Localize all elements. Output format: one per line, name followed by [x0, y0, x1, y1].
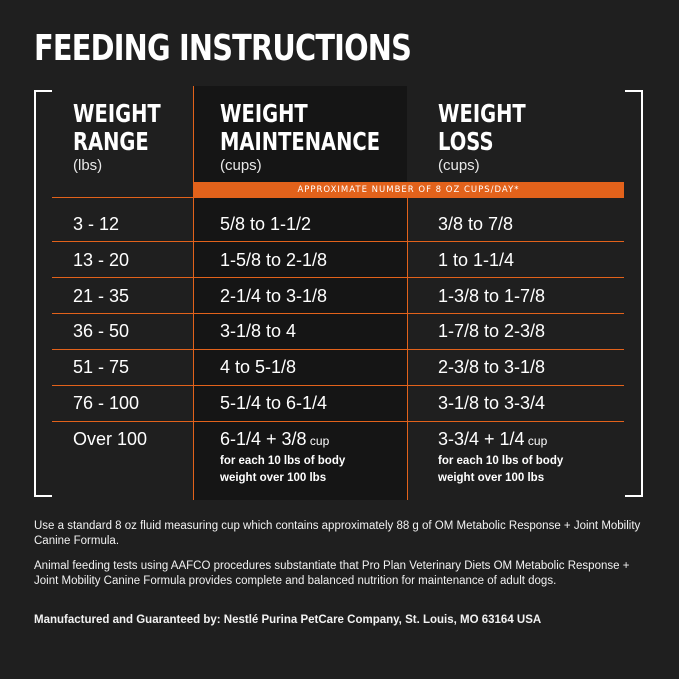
header-line2: MAINTENANCE [220, 127, 381, 156]
row-divider [52, 349, 624, 350]
range-cell: 36 - 50 [73, 321, 130, 341]
range-cell: Over 100 [73, 429, 148, 449]
maintenance-cell: 2-1/4 to 3-1/8 [220, 286, 328, 306]
maintenance-cell: 3-1/8 to 4 [220, 321, 297, 341]
right-bracket [625, 90, 643, 497]
footer-aafco-statement: Animal feeding tests using AAFCO procedu… [34, 560, 630, 587]
maintenance-cell: 5/8 to 1-1/2 [220, 214, 312, 234]
loss-cell: 1 to 1-1/4 [438, 250, 515, 270]
loss-amount: 3-3/4 + 1/4 [438, 429, 525, 449]
header-line1: WEIGHT [438, 99, 526, 128]
range-cell: 13 - 20 [73, 250, 130, 270]
header-weight-maintenance: WEIGHT MAINTENANCE (cups) [220, 100, 425, 175]
cups-per-day-band: APPROXIMATE NUMBER OF 8 OZ CUPS/DAY* [193, 182, 624, 198]
row-divider [52, 277, 624, 278]
maintenance-cell: 6-1/4 + 3/8 cup [220, 428, 329, 452]
column-divider [407, 182, 408, 500]
maintenance-cell: 4 to 5-1/8 [220, 357, 297, 377]
maintenance-unit: cup [306, 434, 330, 448]
left-bracket [34, 90, 52, 497]
header-line1: WEIGHT [73, 99, 161, 128]
header-weight-range: WEIGHT RANGE (lbs) [73, 100, 185, 175]
header-unit: (cups) [438, 157, 480, 174]
footer-manufacturer: Manufactured and Guaranteed by: Nestlé P… [34, 614, 542, 626]
row-divider [52, 421, 624, 422]
loss-note: for each 10 lbs of body [438, 455, 564, 467]
loss-note: weight over 100 lbs [438, 472, 545, 484]
range-cell: 3 - 12 [73, 214, 120, 234]
range-cell: 76 - 100 [73, 393, 140, 413]
header-unit: (cups) [220, 157, 262, 174]
header-line2: LOSS [438, 127, 494, 156]
header-line2: RANGE [73, 127, 149, 156]
loss-cell: 2-3/8 to 3-1/8 [438, 357, 546, 377]
header-unit: (lbs) [73, 157, 103, 174]
maintenance-cell: 1-5/8 to 2-1/8 [220, 250, 328, 270]
header-line1: WEIGHT [220, 99, 308, 128]
loss-cell: 3/8 to 7/8 [438, 214, 514, 234]
row-divider [52, 385, 624, 386]
column-divider [193, 86, 194, 500]
header-weight-loss: WEIGHT LOSS (cups) [438, 100, 550, 175]
maintenance-note: for each 10 lbs of body [220, 455, 346, 467]
row-divider [52, 241, 624, 242]
loss-cell: 3-3/4 + 1/4 cup [438, 428, 547, 452]
page-title: FEEDING INSTRUCTIONS [34, 28, 412, 69]
range-cell: 21 - 35 [73, 286, 130, 306]
row-divider [52, 313, 624, 314]
loss-cell: 1-3/8 to 1-7/8 [438, 286, 546, 306]
loss-cell: 3-1/8 to 3-3/4 [438, 393, 546, 413]
footer-measuring-note: Use a standard 8 oz fluid measuring cup … [34, 520, 641, 547]
range-cell: 51 - 75 [73, 357, 130, 377]
maintenance-column-highlight [193, 86, 407, 500]
loss-cell: 1-7/8 to 2-3/8 [438, 321, 546, 341]
maintenance-cell: 5-1/4 to 6-1/4 [220, 393, 328, 413]
loss-unit: cup [524, 434, 548, 448]
maintenance-note: weight over 100 lbs [220, 472, 327, 484]
maintenance-amount: 6-1/4 + 3/8 [220, 429, 307, 449]
